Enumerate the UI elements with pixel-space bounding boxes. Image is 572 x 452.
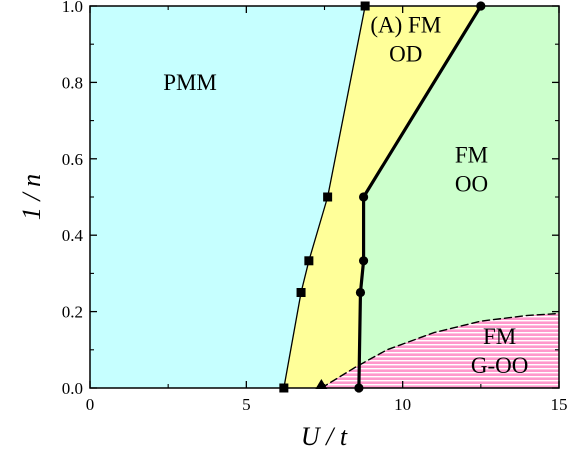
phase-regions	[90, 6, 559, 388]
x-tick-label: 10	[394, 395, 411, 414]
y-tick-label: 0.8	[62, 73, 83, 92]
region-label-fm-oo: FM OO	[455, 143, 488, 197]
x-tick-label: 0	[86, 395, 95, 414]
circle-marker	[358, 256, 369, 266]
region-label-pmm: PMM	[163, 70, 217, 95]
region-label-line: OD	[389, 41, 422, 66]
x-tick-label: 5	[242, 395, 251, 414]
circle-marker	[358, 192, 369, 202]
circle-marker	[355, 287, 366, 298]
square-marker	[323, 192, 333, 202]
x-tick-label: 15	[551, 395, 568, 414]
region-label-line: FM	[483, 324, 516, 349]
square-marker	[296, 288, 306, 297]
y-tick-label: 0.4	[62, 226, 84, 245]
region-label-line: PMM	[163, 70, 217, 95]
x-axis-label: U / t	[301, 422, 348, 451]
region-fm-goo	[321, 313, 559, 388]
y-tick-label: 0.2	[62, 303, 83, 322]
region-fm-oo	[358, 6, 559, 388]
boundary-goo-boundary	[320, 312, 559, 388]
region-label-line: (A) FM	[370, 13, 441, 38]
y-tick-label: 1.0	[62, 0, 83, 16]
region-fm-od	[283, 6, 481, 388]
y-axis-ticks: 0.0 0.2 0.4 0.6 0.8 1.0	[62, 0, 559, 398]
region-label-line: OO	[455, 171, 488, 196]
y-axis-label: 1 / n	[17, 174, 46, 220]
region-labels: PMM (A) FM OD FM OO FM G-OO	[163, 13, 528, 378]
region-pmm	[90, 6, 366, 388]
region-label-line: G-OO	[471, 353, 529, 378]
x-axis-ticks: 0 5 10 15	[86, 6, 568, 414]
square-marker	[304, 256, 314, 266]
region-label-line: FM	[455, 143, 488, 168]
y-tick-label: 0.0	[62, 379, 83, 398]
y-tick-label: 0.6	[62, 150, 83, 169]
region-label-fm-od: (A) FM OD	[370, 13, 441, 67]
region-label-fm-goo: FM G-OO	[471, 324, 529, 378]
